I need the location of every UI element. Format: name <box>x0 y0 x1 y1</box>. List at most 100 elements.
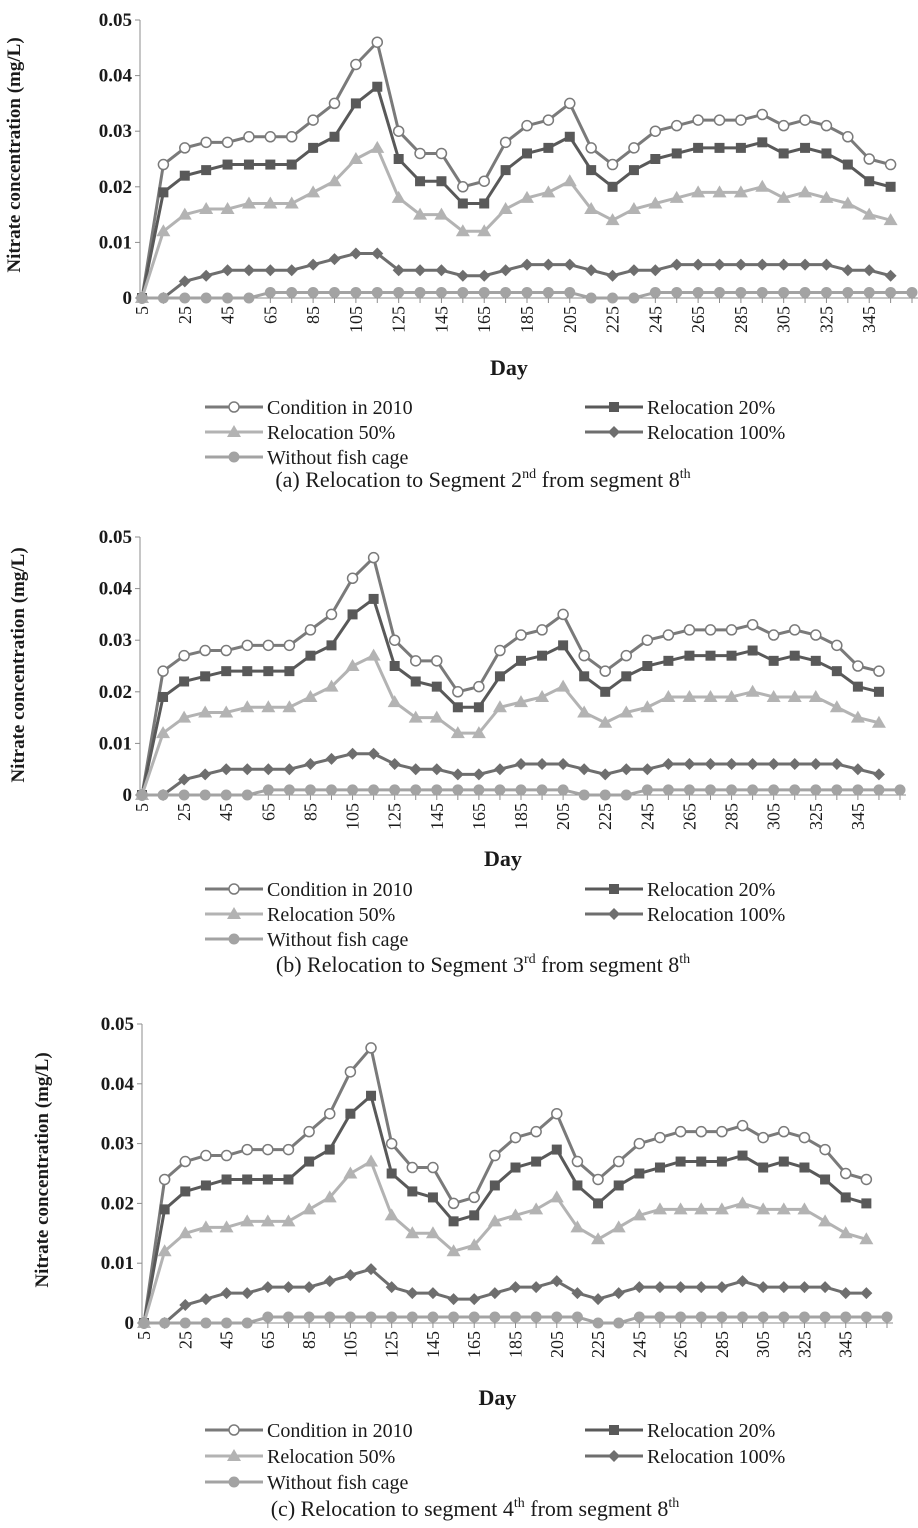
data-point <box>368 593 379 604</box>
data-point <box>777 258 790 271</box>
data-point <box>627 264 640 277</box>
data-point <box>427 1311 439 1323</box>
data-point <box>852 681 863 692</box>
data-point <box>221 666 232 677</box>
data-point <box>682 689 697 702</box>
data-point <box>262 639 275 652</box>
data-point <box>344 1269 357 1282</box>
data-point <box>653 1281 666 1294</box>
legend-marker <box>228 401 240 413</box>
legend-label: Relocation 20% <box>647 397 775 419</box>
data-point <box>705 784 716 796</box>
data-point <box>200 1149 212 1162</box>
data-point <box>715 1281 728 1294</box>
data-point <box>200 671 211 682</box>
data-point <box>810 655 821 666</box>
data-point <box>704 624 717 636</box>
data-point <box>713 258 726 271</box>
data-point <box>222 159 233 170</box>
data-point <box>200 1317 212 1329</box>
series-2 <box>135 140 898 303</box>
data-point <box>798 1311 810 1323</box>
data-point <box>283 1174 294 1185</box>
data-point <box>409 655 422 667</box>
data-point <box>478 269 491 282</box>
data-point <box>240 1214 255 1227</box>
data-point <box>591 1232 606 1245</box>
data-point <box>881 1311 893 1323</box>
figure-caption: (b) Relocation to Segment 3rd from segme… <box>276 952 690 977</box>
data-point <box>478 286 490 298</box>
data-point <box>385 1281 398 1294</box>
series-line <box>140 146 891 299</box>
data-point <box>673 1202 688 1215</box>
data-point <box>200 292 212 304</box>
data-point <box>777 1281 790 1294</box>
data-point <box>241 1287 254 1300</box>
data-point <box>693 142 704 153</box>
data-point <box>873 784 885 796</box>
data-point <box>521 258 533 271</box>
data-point <box>736 1119 749 1132</box>
x-tick-label: 245 <box>629 1331 649 1358</box>
data-point <box>542 114 555 126</box>
data-point <box>157 789 169 801</box>
data-point <box>641 634 654 646</box>
y-axis-label: Nitrate concentration (mg/L) <box>32 1052 53 1287</box>
data-point <box>692 258 705 271</box>
x-tick-label: 25 <box>175 1331 195 1349</box>
legend-label: Relocation 20% <box>647 879 775 901</box>
data-point <box>159 1317 171 1329</box>
data-point <box>662 758 675 771</box>
x-tick-label: 325 <box>794 1331 814 1358</box>
data-point <box>326 640 337 651</box>
data-point <box>662 784 674 796</box>
data-point <box>695 1311 707 1323</box>
data-point <box>219 705 234 718</box>
legend-marker <box>608 426 620 438</box>
data-point <box>264 286 276 298</box>
data-point <box>221 264 234 277</box>
data-point <box>414 264 427 277</box>
data-point <box>406 1161 419 1174</box>
data-point <box>839 1167 852 1180</box>
data-point <box>620 763 633 776</box>
x-tick-label: 245 <box>637 803 657 830</box>
data-point <box>628 165 639 176</box>
x-tick-label: 165 <box>464 1331 484 1358</box>
data-point <box>529 1202 544 1215</box>
data-point <box>735 114 747 126</box>
data-point <box>611 1220 626 1233</box>
data-point <box>641 784 653 796</box>
data-point <box>286 159 297 170</box>
data-point <box>494 671 505 682</box>
data-point <box>307 258 320 271</box>
data-point <box>863 286 875 298</box>
data-point <box>557 784 569 796</box>
data-point <box>842 159 853 170</box>
data-point <box>530 1125 542 1138</box>
data-point <box>199 789 211 801</box>
caption-text: (b) Relocation to Segment 3 <box>276 952 524 977</box>
x-axis-label: Day <box>490 355 528 380</box>
data-point <box>564 286 576 298</box>
data-point <box>348 152 363 164</box>
data-point <box>430 763 443 776</box>
data-point <box>324 1144 335 1155</box>
data-point <box>663 655 674 666</box>
data-point <box>840 1192 851 1203</box>
data-point <box>716 1156 727 1167</box>
caption-text: from segment 8 <box>536 467 680 492</box>
data-point <box>510 1162 521 1173</box>
data-point <box>493 763 506 776</box>
data-point <box>473 680 485 693</box>
series-3 <box>136 247 897 304</box>
x-tick-label: 65 <box>258 1331 278 1349</box>
data-point <box>537 650 548 661</box>
data-point <box>725 624 738 636</box>
data-point <box>178 1226 193 1239</box>
data-point <box>571 1155 584 1168</box>
data-point <box>778 1311 790 1323</box>
data-point <box>642 661 653 671</box>
x-tick-label: 305 <box>774 306 794 333</box>
